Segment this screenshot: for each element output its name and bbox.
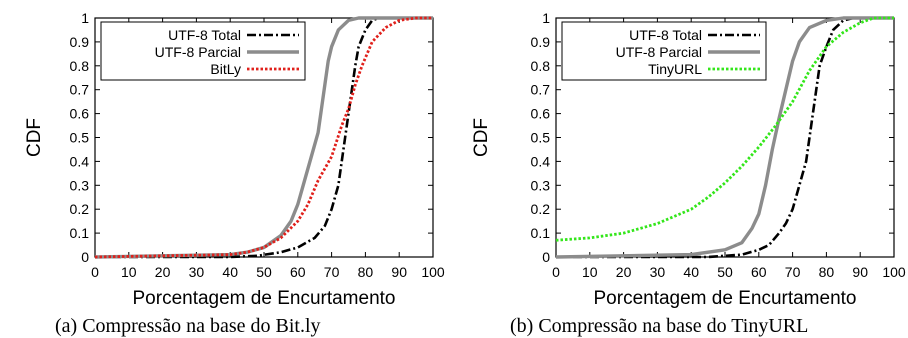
- panel-b: 0 10 20 30 40 50 60 70 80 90 100 0 0.1 0.2 0.3 0.4 0.5 0.…: [471, 10, 906, 337]
- legend-entry-label: UTF-8 Total: [168, 27, 241, 43]
- y-tick-label: 0.4: [531, 153, 551, 169]
- legend-entry-label: TinyURL: [648, 61, 702, 77]
- y-tick-label: 0.5: [531, 130, 551, 146]
- legend-entry-label: UTF-8 Parcial: [155, 44, 241, 60]
- x-tick-label: 0: [91, 264, 99, 280]
- y-tick-label: 1: [81, 10, 89, 26]
- x-tick-label: 100: [421, 264, 445, 280]
- x-tick-label: 90: [391, 264, 407, 280]
- series-line-2: [555, 16, 894, 259]
- y-tick-label: 0.6: [70, 106, 90, 122]
- x-tick-label: 40: [222, 264, 238, 280]
- x-tick-label: 50: [717, 264, 733, 280]
- y-tick-label: 0.2: [70, 201, 90, 217]
- x-tick-label: 80: [819, 264, 835, 280]
- x-tick-label: 40: [683, 264, 699, 280]
- y-tick-label: 0.9: [531, 34, 551, 50]
- x-tick-label: 30: [189, 264, 205, 280]
- y-axis-label: CDF: [471, 118, 492, 157]
- y-tick-label: 0.5: [70, 130, 90, 146]
- x-axis-label: Porcentagem de Encurtamento: [133, 288, 396, 309]
- x-axis-label: Porcentagem de Encurtamento: [594, 288, 857, 309]
- legend-entry-label: UTF-8 Total: [629, 27, 702, 43]
- y-axis-label: CDF: [24, 118, 45, 157]
- x-tick-label: 10: [121, 264, 137, 280]
- x-tick-label: 20: [155, 264, 171, 280]
- y-tick-label: 0.9: [70, 34, 90, 50]
- series-line-3: [555, 16, 894, 242]
- x-tick-label: 0: [552, 264, 560, 280]
- x-tick-label: 70: [785, 264, 801, 280]
- panel-caption: (b) Compressão na base do TinyURL: [510, 315, 808, 337]
- x-tick-label: 70: [324, 264, 340, 280]
- x-tick-label: 20: [616, 264, 632, 280]
- panel-caption: (a) Compressão na base do Bit.ly: [55, 315, 321, 337]
- x-tick-label: 60: [751, 264, 767, 280]
- x-tick-label: 50: [256, 264, 272, 280]
- x-tick-label: 60: [290, 264, 306, 280]
- y-tick-label: 0.3: [70, 177, 90, 193]
- x-tick-label: 10: [582, 264, 598, 280]
- y-tick-label: 0.1: [531, 225, 551, 241]
- y-tick-label: 0: [81, 249, 89, 265]
- y-tick-label: 0.8: [531, 58, 551, 74]
- x-tick-label: 80: [358, 264, 374, 280]
- series-line-3: [94, 16, 433, 259]
- y-tick-label: 0.2: [531, 201, 551, 217]
- x-tick-label: 90: [852, 264, 868, 280]
- y-tick-label: 0: [542, 249, 550, 265]
- x-tick-label: 30: [650, 264, 666, 280]
- y-tick-label: 0.6: [531, 106, 551, 122]
- legend-entry-label: UTF-8 Parcial: [616, 44, 702, 60]
- y-tick-label: 1: [542, 10, 550, 26]
- x-tick-label: 100: [882, 264, 906, 280]
- y-tick-label: 0.7: [70, 82, 90, 98]
- y-tick-label: 0.3: [531, 177, 551, 193]
- y-tick-label: 0.1: [70, 225, 90, 241]
- legend-entry-label: BitLy: [210, 61, 241, 77]
- y-tick-label: 0.7: [531, 82, 551, 98]
- panel-a: 0 10 20 30 40 50 60 70 80 90 100 0 0.1 0.2 0.3 0.4 0.5 0.…: [24, 10, 445, 337]
- y-tick-label: 0.8: [70, 58, 90, 74]
- series-line-1: [556, 16, 894, 259]
- y-tick-label: 0.4: [70, 153, 90, 169]
